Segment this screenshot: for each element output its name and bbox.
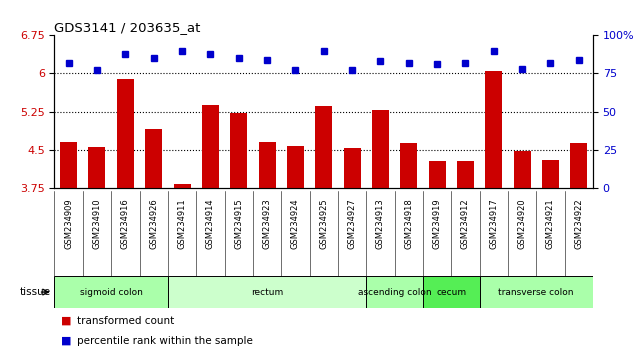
Text: GSM234909: GSM234909 [64,198,73,249]
Bar [429,161,445,188]
Text: GSM234916: GSM234916 [121,198,130,249]
Bar [117,79,134,188]
Text: transverse colon: transverse colon [499,287,574,297]
Text: GSM234919: GSM234919 [433,198,442,249]
Bar [202,105,219,188]
Bar [457,161,474,188]
Text: ascending colon: ascending colon [358,287,431,297]
Bar [88,147,106,188]
Text: GDS3141 / 203635_at: GDS3141 / 203635_at [54,21,201,34]
Text: GSM234918: GSM234918 [404,198,413,249]
Text: rectum: rectum [251,287,283,297]
Text: percentile rank within the sample: percentile rank within the sample [77,336,253,346]
Text: GSM234924: GSM234924 [291,198,300,249]
Bar [344,148,360,188]
Text: GSM234914: GSM234914 [206,198,215,249]
Text: GSM234927: GSM234927 [347,198,356,249]
Bar [423,276,479,308]
Text: GSM234920: GSM234920 [517,198,526,249]
Text: cecum: cecum [436,287,466,297]
Bar [315,107,332,188]
Text: GSM234922: GSM234922 [574,198,583,249]
Text: sigmoid colon: sigmoid colon [79,287,142,297]
Text: transformed count: transformed count [77,316,174,326]
Bar [287,146,304,188]
Text: GSM234917: GSM234917 [489,198,498,249]
Bar [400,143,417,188]
Text: GSM234911: GSM234911 [178,198,187,249]
Bar [366,276,423,308]
Text: GSM234926: GSM234926 [149,198,158,249]
Bar [174,184,190,188]
Text: GSM234923: GSM234923 [263,198,272,249]
Text: GSM234915: GSM234915 [234,198,243,249]
Bar [485,71,503,188]
Bar [168,276,366,308]
Bar [513,150,531,188]
Bar [479,276,593,308]
Text: tissue: tissue [20,287,51,297]
Text: GSM234925: GSM234925 [319,198,328,249]
Text: GSM234921: GSM234921 [546,198,555,249]
Text: GSM234913: GSM234913 [376,198,385,249]
Bar [570,143,587,188]
Bar [372,110,389,188]
Bar [60,142,77,188]
Bar [258,142,276,188]
Text: ■: ■ [61,336,71,346]
Bar [145,129,162,188]
Text: GSM234912: GSM234912 [461,198,470,249]
Bar [542,160,559,188]
Bar [230,113,247,188]
Bar [54,276,168,308]
Text: ■: ■ [61,316,71,326]
Text: GSM234910: GSM234910 [92,198,101,249]
